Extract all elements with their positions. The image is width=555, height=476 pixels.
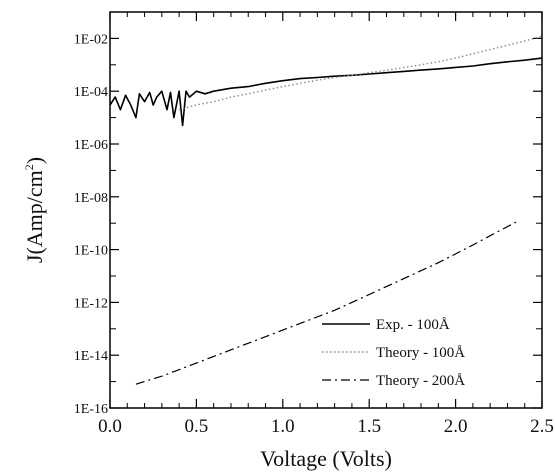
legend-label-theory-200: Theory - 200Å: [376, 373, 465, 389]
y-axis-title: J(Amp/cm2): [22, 157, 47, 263]
x-tick-label-5: 2.5: [530, 416, 554, 437]
legend: Exp. - 100Å Theory - 100Å Theory - 200Å: [322, 317, 465, 389]
x-tick-label-4: 2.0: [444, 416, 468, 437]
y-axis-title-prefix: J(Amp/cm: [22, 170, 47, 263]
y-axis-title-suffix: ): [22, 157, 47, 164]
axis-ticks: [109, 11, 543, 409]
y-tick-label-4: 1E-08: [74, 191, 108, 206]
x-tick-label-0: 0.0: [98, 416, 122, 437]
y-tick-label-6: 1E-04: [74, 85, 108, 100]
x-tick-label-1: 0.5: [185, 416, 209, 437]
series-line-0: [109, 57, 543, 127]
series-line-1: [178, 35, 543, 111]
x-tick-label-3: 1.5: [357, 416, 381, 437]
series-line-2: [135, 221, 517, 385]
legend-label-exp-100: Exp. - 100Å: [376, 317, 450, 333]
series-layer: [109, 35, 543, 385]
y-axis-title-sup: 2: [22, 164, 36, 170]
y-tick-label-7: 1E-02: [74, 32, 108, 47]
y-tick-label-5: 1E-06: [74, 138, 108, 153]
x-tick-label-2: 1.0: [271, 416, 295, 437]
y-tick-labels: 1E-16 1E-14 1E-12 1E-10 1E-08 1E-06 1E-04 1E-02: [74, 32, 108, 417]
y-tick-label-0: 1E-16: [74, 402, 108, 417]
y-tick-label-2: 1E-12: [74, 296, 108, 311]
y-tick-label-1: 1E-14: [74, 349, 108, 364]
y-tick-label-3: 1E-10: [74, 244, 108, 259]
legend-label-theory-100: Theory - 100Å: [376, 345, 465, 361]
x-tick-labels: 0.0 0.5 1.0 1.5 2.0 2.5: [98, 416, 554, 437]
plot-frame: [109, 11, 543, 409]
x-axis-title: Voltage (Volts): [260, 446, 392, 471]
